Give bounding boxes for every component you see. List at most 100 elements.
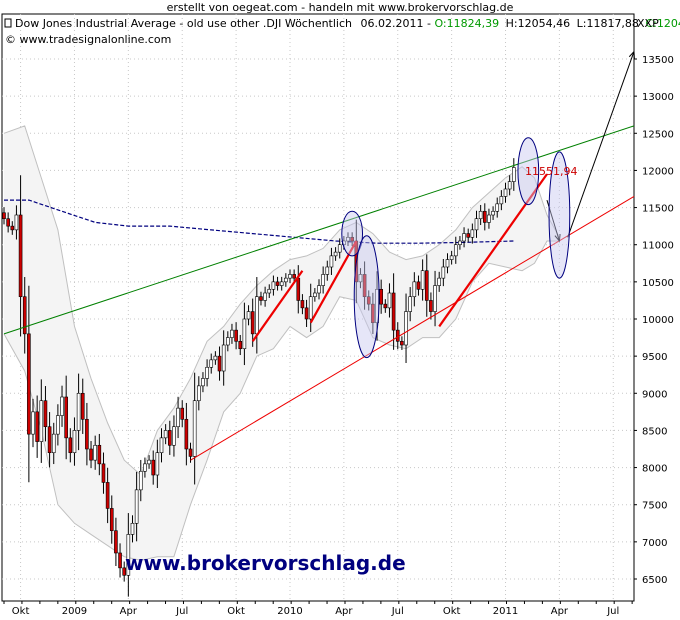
candle (97, 433, 102, 476)
trend-segment-red (251, 270, 304, 342)
candle (482, 203, 487, 231)
candle-body (130, 522, 135, 535)
candle (487, 208, 491, 229)
candle (163, 424, 168, 445)
x-tick-label: Okt (443, 606, 461, 617)
candle-body (35, 411, 39, 442)
candle (337, 238, 342, 259)
plot-frame (1, 13, 635, 602)
candle-body (163, 430, 168, 439)
candle (350, 232, 354, 246)
candle (412, 272, 417, 307)
watermark: www.brokervorschlag.de (125, 551, 406, 575)
candle-body (453, 244, 458, 257)
candle (167, 420, 172, 455)
highlight-ellipse (353, 235, 380, 359)
highlight-ellipse (517, 137, 540, 206)
candle-body (89, 448, 93, 461)
x-tick-label: 2009 (62, 606, 87, 617)
candle-body (263, 292, 267, 301)
candle-body (412, 281, 417, 298)
candle-body (478, 210, 483, 220)
candle-body (238, 340, 243, 350)
candle-body (449, 255, 454, 260)
candle (242, 302, 247, 366)
candle-body (246, 311, 251, 320)
candle-body (60, 396, 64, 416)
candle-body (255, 296, 259, 335)
candle (39, 379, 44, 463)
candle (43, 386, 48, 442)
x-tick-label: Apr (551, 606, 569, 617)
y-tick-label: 9000 (642, 389, 667, 400)
candle (288, 269, 292, 284)
candle-body (205, 366, 209, 379)
chart-title-row: Dow Jones Industrial Average - old use o… (4, 17, 680, 46)
candle-body (6, 218, 10, 227)
candle-body (105, 482, 110, 509)
candle (155, 439, 160, 488)
y-tick-label: 6500 (642, 575, 667, 586)
candle-body (387, 292, 392, 309)
chart-date: 06.02.2011 (361, 17, 424, 30)
candle-body (85, 418, 89, 450)
candle (462, 227, 466, 248)
candle-body (10, 225, 15, 231)
candle (512, 158, 516, 191)
candle (22, 277, 27, 354)
candle-body (512, 167, 516, 182)
candle (267, 284, 272, 298)
candle (275, 276, 280, 291)
candle-body (437, 277, 441, 286)
candle (114, 517, 118, 566)
candle-body (408, 296, 412, 312)
candle-body (267, 288, 272, 294)
candle (176, 396, 180, 439)
arrow-line (567, 51, 635, 238)
candle-body (192, 400, 197, 457)
candle-body (333, 251, 338, 257)
candle (134, 471, 139, 542)
chart-source: © www.tradesignalonline.com (5, 33, 171, 46)
candle-body (250, 311, 255, 335)
y-tick-label: 13500 (642, 55, 674, 66)
candle (80, 378, 85, 434)
candle (304, 299, 309, 327)
candle (317, 279, 321, 300)
candle (126, 513, 131, 597)
ohlc-close: C:12040,01 (645, 17, 680, 30)
candle (10, 221, 15, 235)
candle (72, 417, 77, 466)
candle (184, 402, 189, 466)
candle (371, 292, 375, 335)
candle (226, 331, 230, 352)
trendline-green (3, 125, 635, 335)
candle (466, 228, 471, 243)
candle (18, 175, 23, 337)
candle-body (184, 418, 189, 450)
candle (6, 212, 10, 233)
candle (333, 247, 338, 261)
candle (478, 204, 483, 226)
candle (313, 288, 317, 302)
candle (60, 385, 64, 427)
y-tick-label: 12500 (642, 129, 674, 140)
candle (391, 273, 396, 350)
candle (321, 266, 325, 294)
candle (416, 275, 421, 296)
candle (408, 287, 412, 322)
candle (51, 422, 56, 465)
ohlc-low: L:11817,88 (577, 17, 639, 30)
candle (118, 543, 122, 578)
candle-body (313, 292, 317, 298)
candle (271, 275, 276, 296)
candle (491, 206, 495, 220)
candle (93, 435, 97, 470)
candle-body (80, 392, 85, 420)
candle (122, 561, 126, 582)
candle (308, 283, 313, 332)
candle (2, 207, 6, 225)
candle (35, 395, 39, 458)
candle (400, 336, 404, 350)
